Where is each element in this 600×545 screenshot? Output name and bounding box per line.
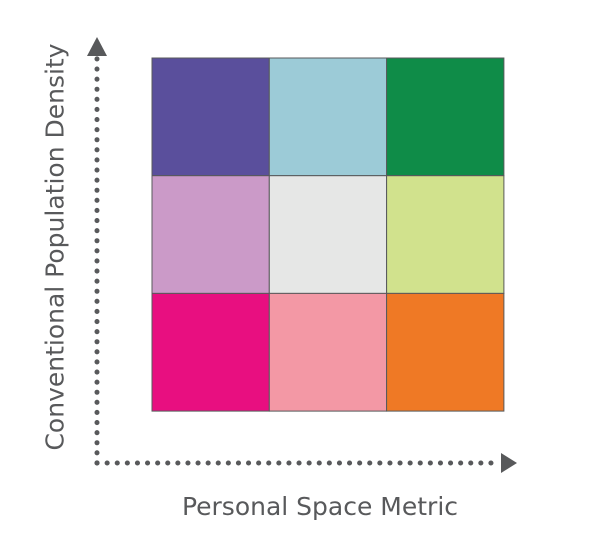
grid-cell-r0-c0 <box>152 58 269 176</box>
grid-cell-r1-c0 <box>152 176 269 294</box>
grid-cell-r2-c2 <box>387 293 504 411</box>
grid-cell-r2-c1 <box>269 293 386 411</box>
x-axis-arrow-icon <box>501 453 517 473</box>
y-axis-label: Conventional Population Density <box>41 43 70 450</box>
grid-cell-r0-c1 <box>269 58 386 176</box>
grid-cell-r1-c2 <box>387 176 504 294</box>
grid-cell-r1-c1 <box>269 176 386 294</box>
grid-cell-r0-c2 <box>387 58 504 176</box>
grid-cell-r2-c0 <box>152 293 269 411</box>
x-axis-label: Personal Space Metric <box>0 492 600 521</box>
y-axis-arrow-icon <box>87 37 107 56</box>
color-grid <box>152 58 504 411</box>
